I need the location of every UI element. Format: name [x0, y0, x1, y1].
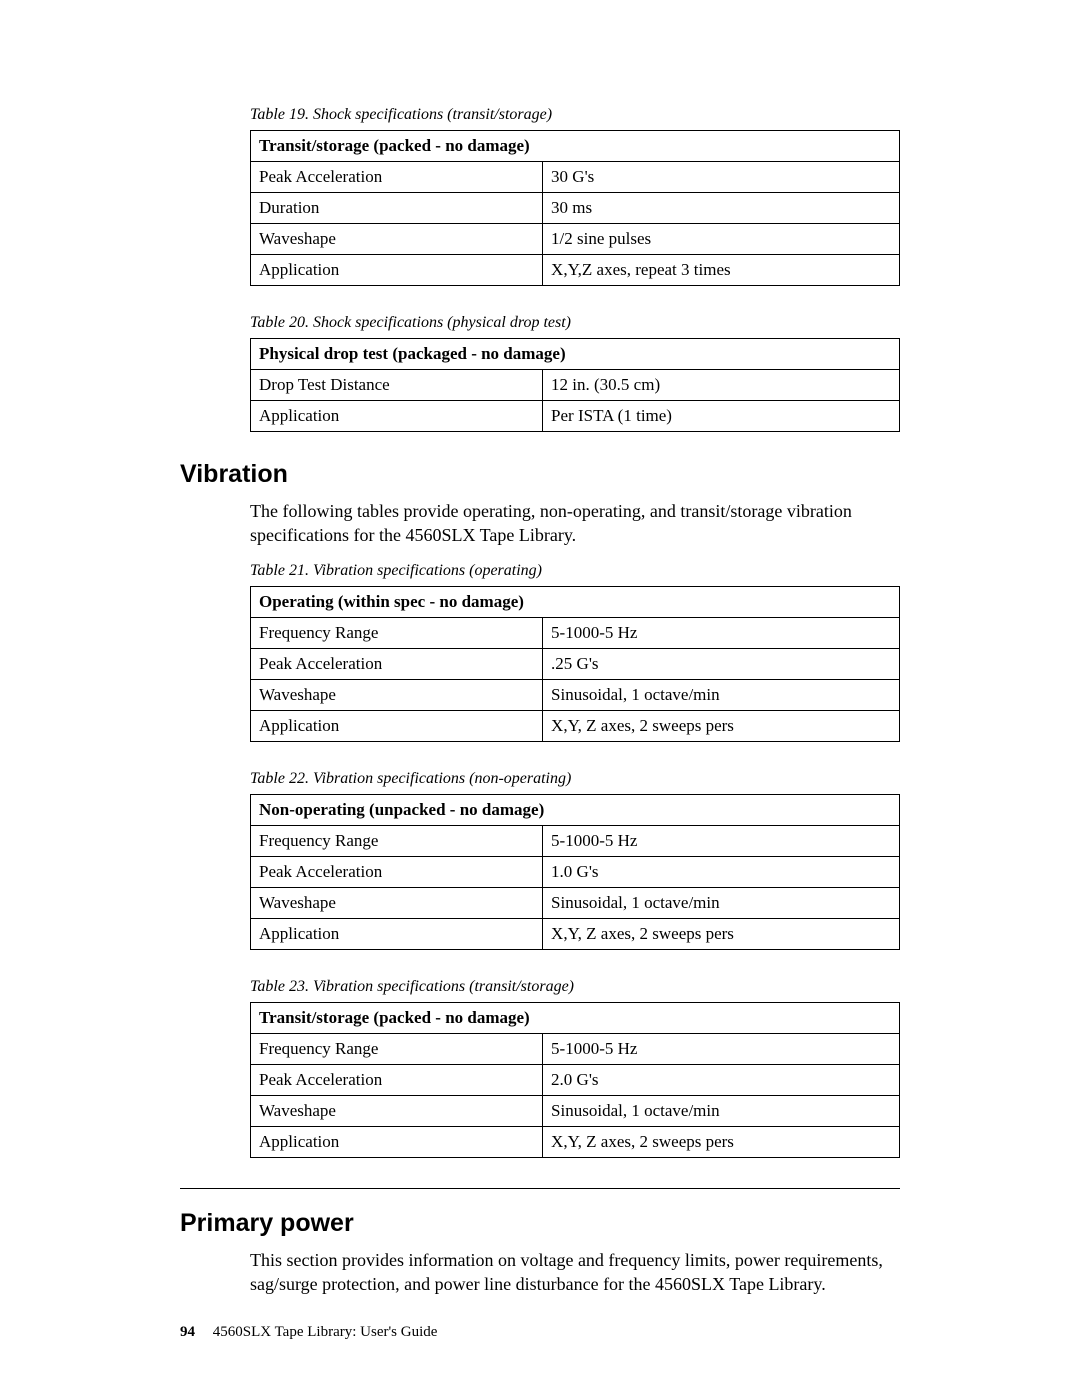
table-row: ApplicationX,Y, Z axes, 2 sweeps pers [251, 710, 900, 741]
page-footer: 94 4560SLX Tape Library: User's Guide [180, 1324, 437, 1341]
table-row: Peak Acceleration30 G's [251, 162, 900, 193]
vibration-heading: Vibration [180, 460, 900, 489]
table-row: Duration30 ms [251, 193, 900, 224]
primary-power-intro: This section provides information on vol… [250, 1248, 900, 1297]
table22-header: Non-operating (unpacked - no damage) [251, 794, 900, 825]
section-rule [180, 1188, 900, 1189]
page-number: 94 [180, 1324, 195, 1340]
table-row: ApplicationX,Y,Z axes, repeat 3 times [251, 255, 900, 286]
table23: Transit/storage (packed - no damage) Fre… [250, 1002, 900, 1158]
table-row: ApplicationX,Y, Z axes, 2 sweeps pers [251, 918, 900, 949]
table-row: Frequency Range5-1000-5 Hz [251, 825, 900, 856]
table20-header: Physical drop test (packaged - no damage… [251, 339, 900, 370]
table22: Non-operating (unpacked - no damage) Fre… [250, 794, 900, 950]
table-row: WaveshapeSinusoidal, 1 octave/min [251, 1095, 900, 1126]
table-row: Peak Acceleration1.0 G's [251, 856, 900, 887]
table-row: WaveshapeSinusoidal, 1 octave/min [251, 679, 900, 710]
doc-title: 4560SLX Tape Library: User's Guide [213, 1324, 438, 1340]
table20-caption: Table 20. Shock specifications (physical… [250, 314, 900, 332]
table22-caption: Table 22. Vibration specifications (non-… [250, 770, 900, 788]
table-row: WaveshapeSinusoidal, 1 octave/min [251, 887, 900, 918]
table21: Operating (within spec - no damage) Freq… [250, 586, 900, 742]
table-row: ApplicationPer ISTA (1 time) [251, 401, 900, 432]
vibration-intro: The following tables provide operating, … [250, 499, 900, 548]
table19-caption: Table 19. Shock specifications (transit/… [250, 106, 900, 124]
table21-header: Operating (within spec - no damage) [251, 586, 900, 617]
table19: Transit/storage (packed - no damage) Pea… [250, 130, 900, 286]
table20: Physical drop test (packaged - no damage… [250, 338, 900, 432]
table23-header: Transit/storage (packed - no damage) [251, 1002, 900, 1033]
table-row: Peak Acceleration2.0 G's [251, 1064, 900, 1095]
table-row: Frequency Range5-1000-5 Hz [251, 1033, 900, 1064]
table-row: Drop Test Distance12 in. (30.5 cm) [251, 370, 900, 401]
table-row: Waveshape1/2 sine pulses [251, 224, 900, 255]
table21-caption: Table 21. Vibration specifications (oper… [250, 562, 900, 580]
table19-header: Transit/storage (packed - no damage) [251, 131, 900, 162]
table23-caption: Table 23. Vibration specifications (tran… [250, 978, 900, 996]
table-row: Peak Acceleration.25 G's [251, 648, 900, 679]
table-row: ApplicationX,Y, Z axes, 2 sweeps pers [251, 1126, 900, 1157]
primary-power-heading: Primary power [180, 1209, 900, 1238]
table-row: Frequency Range5-1000-5 Hz [251, 617, 900, 648]
